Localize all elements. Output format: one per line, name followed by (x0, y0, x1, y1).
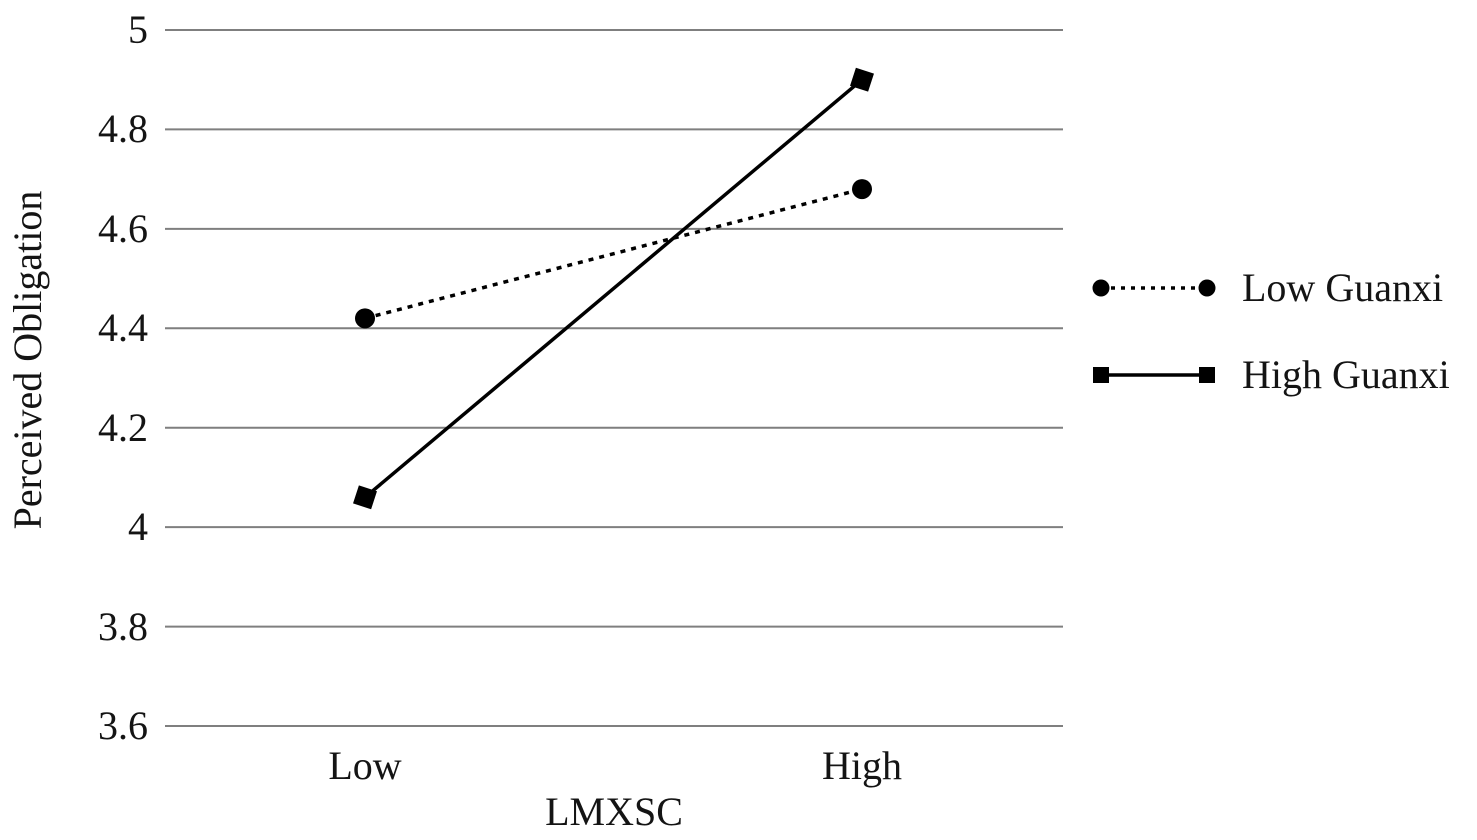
y-tick-label-4-4: 4.4 (98, 305, 148, 351)
legend-label-low-guanxi: Low Guanxi (1242, 265, 1444, 310)
legend-label-high-guanxi: High Guanxi (1242, 352, 1450, 397)
high-guanxi-line-marker-icon (1093, 367, 1215, 383)
series-line-high-guanxi (363, 78, 864, 499)
data-point-circle-low-guanxi (852, 179, 872, 200)
y-tick-label-3-8: 3.8 (98, 603, 148, 649)
series-line-low-guanxi (364, 187, 863, 321)
legend-sample-circle (1092, 279, 1110, 297)
legend-sample-circle (1198, 279, 1216, 297)
x-category-label-low: Low (328, 743, 402, 788)
legend-item-low-guanxi: Low Guanxi (1092, 265, 1443, 311)
low-guanxi-line-marker-icon (1092, 279, 1216, 297)
x-axis-title: LMXSC (545, 789, 683, 834)
y-tick-label-4: 4 (128, 504, 148, 550)
y-tick-label-3-6: 3.6 (98, 703, 148, 748)
legend-sample-square (1093, 367, 1109, 383)
y-tick-label-4-6: 4.6 (98, 205, 148, 251)
data-point-circle-low-guanxi (355, 308, 375, 329)
y-tick-label-5: 5 (128, 7, 148, 52)
y-tick-label-4-2: 4.2 (98, 404, 148, 450)
data-point-square-high-guanxi (353, 485, 377, 510)
x-category-label-high: High (822, 743, 902, 788)
y-tick-label-4-8: 4.8 (98, 106, 148, 152)
legend-sample-square (1199, 367, 1215, 383)
legend-item-high-guanxi: High Guanxi (1092, 352, 1450, 398)
data-point-square-high-guanxi (850, 67, 874, 92)
